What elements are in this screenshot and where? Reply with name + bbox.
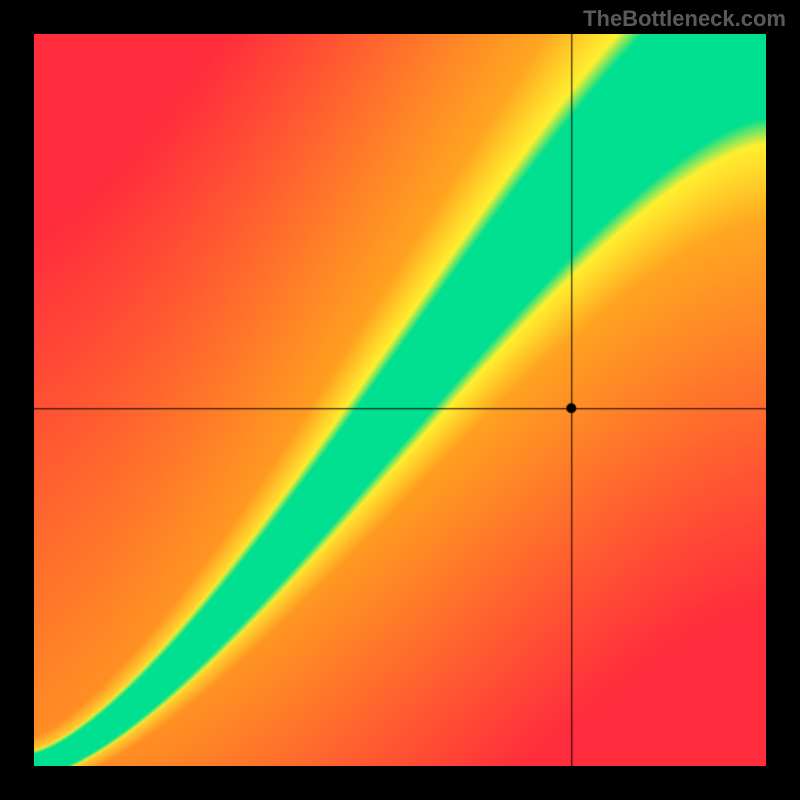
- watermark-text: TheBottleneck.com: [583, 6, 786, 32]
- heatmap-plot: [34, 34, 766, 766]
- heatmap-canvas: [34, 34, 766, 766]
- chart-container: TheBottleneck.com: [0, 0, 800, 800]
